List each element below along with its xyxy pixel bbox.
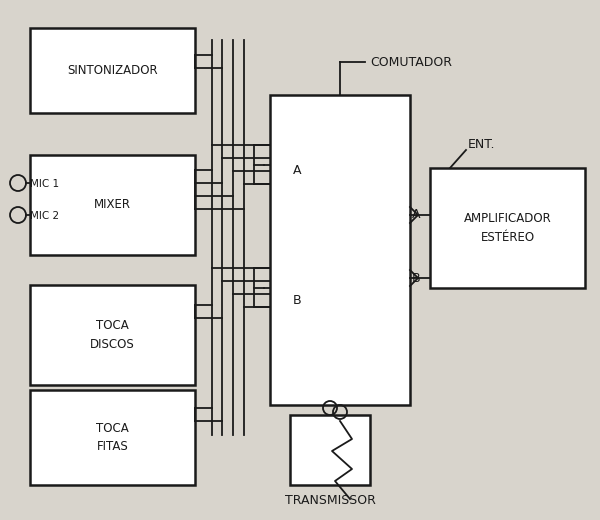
Bar xyxy=(430,168,585,288)
Bar xyxy=(290,415,370,485)
Text: A: A xyxy=(293,163,302,176)
Text: TOCA
DISCOS: TOCA DISCOS xyxy=(90,319,135,351)
Text: TRANSMISSOR: TRANSMISSOR xyxy=(284,493,376,506)
Text: SINTONIZADOR: SINTONIZADOR xyxy=(67,64,158,77)
Text: MIC 2: MIC 2 xyxy=(30,211,59,221)
Text: AMPLIFICADOR
ESTÉREO: AMPLIFICADOR ESTÉREO xyxy=(464,212,551,244)
Text: A: A xyxy=(412,209,421,222)
Text: MIXER: MIXER xyxy=(94,199,131,212)
Text: COMUTADOR: COMUTADOR xyxy=(370,56,452,69)
Text: ENT.: ENT. xyxy=(468,138,496,151)
Bar xyxy=(30,285,195,385)
Text: TOCA
FITAS: TOCA FITAS xyxy=(96,422,129,453)
Bar xyxy=(30,155,195,255)
Text: MIC 1: MIC 1 xyxy=(30,179,59,189)
Bar xyxy=(270,95,410,405)
Bar xyxy=(30,28,195,113)
Text: B: B xyxy=(293,293,302,306)
Text: B: B xyxy=(412,271,421,284)
Bar xyxy=(30,390,195,485)
